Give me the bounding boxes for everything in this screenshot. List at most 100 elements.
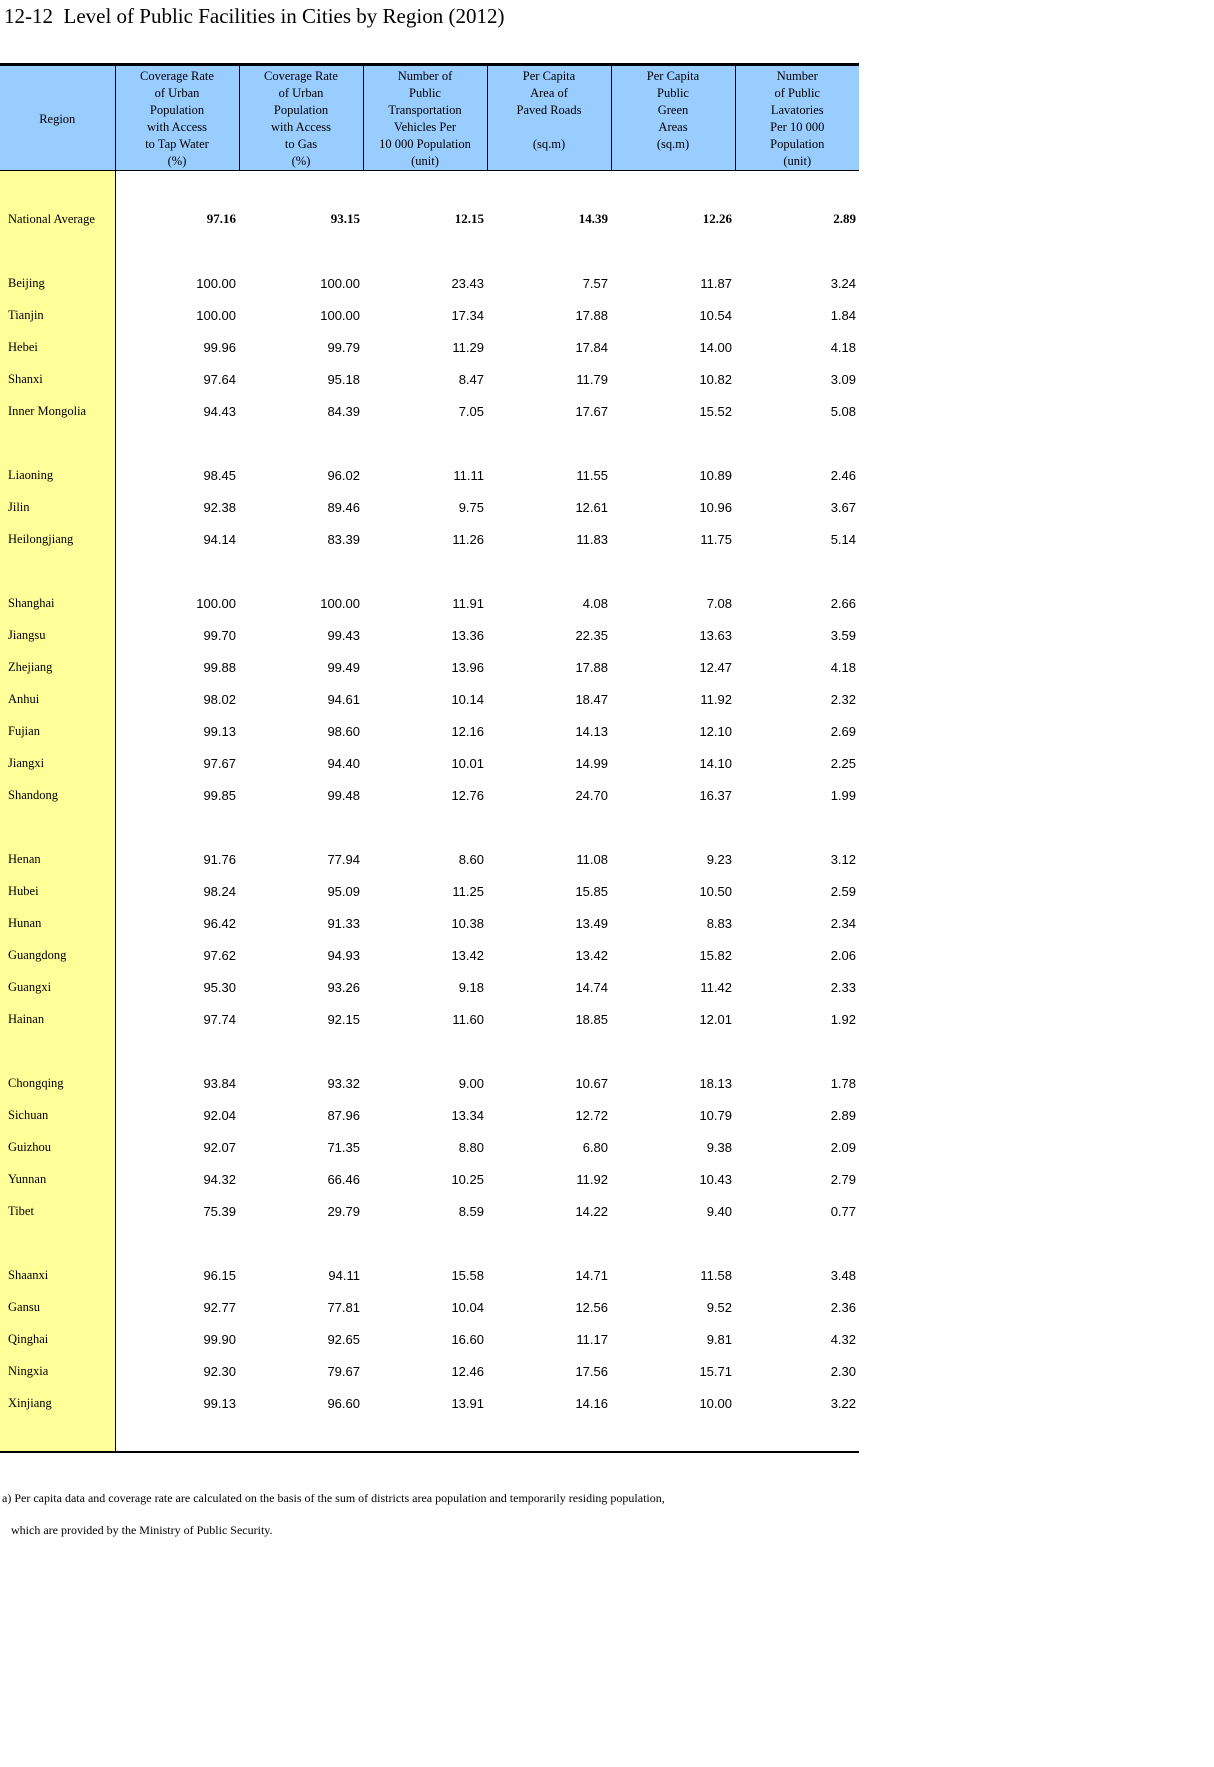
- header-line: Per Capita: [522, 69, 576, 83]
- region-cell: Shandong: [0, 779, 116, 811]
- value-cell: 94.40: [327, 755, 360, 771]
- value-cell: 100.00: [320, 595, 360, 611]
- empty-cell: [239, 235, 363, 267]
- value-cell: 13.96: [451, 659, 484, 675]
- value-cell: 2.79: [830, 1171, 856, 1187]
- value-cell: 94.43: [203, 403, 236, 419]
- column-header: Coverage Rate of Urban Population with Acce…: [114, 63, 239, 171]
- empty-cell: [735, 1035, 859, 1067]
- empty-cell: [239, 555, 363, 587]
- empty-cell: [611, 427, 735, 459]
- value-cell: 10.38: [451, 915, 484, 931]
- header-line: to Gas: [284, 137, 318, 151]
- table-row: Guangdong 97.62 94.93 13.42 13.42 15.82 2.06: [0, 939, 859, 971]
- value-cell: 10.67: [575, 1075, 608, 1091]
- empty-cell: [0, 235, 116, 267]
- value-cell: 6.80: [582, 1139, 608, 1155]
- value-cell: 96.42: [203, 915, 236, 931]
- value-cell: 9.23: [706, 851, 732, 867]
- value-cell: 17.34: [451, 307, 484, 323]
- value-cell: 10.82: [699, 371, 732, 387]
- value-cell: 11.11: [453, 467, 484, 483]
- table-row: Tianjin 100.00 100.00 17.34 17.88 10.54 1.84: [0, 299, 859, 331]
- empty-cell: [239, 1227, 363, 1259]
- empty-cell: [363, 171, 487, 204]
- region-cell: Fujian: [0, 715, 116, 747]
- value-cell: 17.56: [575, 1363, 608, 1379]
- value-cell: 10.43: [699, 1171, 732, 1187]
- value-cell: 2.69: [830, 723, 856, 739]
- value-cell: 2.33: [830, 979, 856, 995]
- value-cell: 97.67: [203, 755, 236, 771]
- value-cell: 24.70: [575, 787, 608, 803]
- spacer-row: [0, 555, 859, 587]
- value-cell: 10.96: [699, 499, 732, 515]
- empty-cell: [487, 427, 611, 459]
- value-cell: 1.92: [830, 1011, 856, 1027]
- value-cell: 2.25: [830, 755, 856, 771]
- table-row: Beijing 100.00 100.00 23.43 7.57 11.87 3.24: [0, 267, 859, 299]
- header-line: Coverage Rate: [140, 69, 214, 83]
- region-cell: Inner Mongolia: [0, 395, 116, 427]
- value-cell: 10.01: [451, 755, 484, 771]
- value-cell: 9.18: [458, 979, 484, 995]
- header-line: Public: [409, 86, 441, 100]
- value-cell: 9.40: [706, 1203, 732, 1219]
- header-line: Per 10 000: [770, 120, 825, 134]
- value-cell: 14.16: [575, 1395, 608, 1411]
- region-cell: Hebei: [0, 331, 116, 363]
- empty-cell: [611, 1035, 735, 1067]
- value-cell: 91.33: [327, 915, 360, 931]
- header-line: Transportation: [388, 103, 462, 117]
- empty-cell: [115, 1227, 239, 1259]
- table-row: Qinghai 99.90 92.65 16.60 11.17 9.81 4.32: [0, 1323, 859, 1355]
- empty-cell: [363, 1035, 487, 1067]
- empty-cell: [735, 171, 859, 204]
- value-cell: 29.79: [327, 1203, 360, 1219]
- region-cell: Yunnan: [0, 1163, 116, 1195]
- spacer-row: [0, 1419, 859, 1453]
- region-cell: Guizhou: [0, 1131, 116, 1163]
- header-line: Number of: [397, 69, 453, 83]
- value-cell: 9.52: [706, 1299, 732, 1315]
- empty-cell: [735, 427, 859, 459]
- spacer-row: [0, 170, 859, 204]
- header-line: (unit): [411, 154, 439, 168]
- region-cell: Shanxi: [0, 363, 116, 395]
- value-cell: 11.92: [576, 1171, 608, 1187]
- value-cell: 92.38: [203, 499, 236, 515]
- table-row: Guizhou 92.07 71.35 8.80 6.80 9.38 2.09: [0, 1131, 859, 1163]
- value-cell: 15.52: [699, 403, 732, 419]
- value-cell: 3.09: [830, 371, 856, 387]
- table-row: Hubei 98.24 95.09 11.25 15.85 10.50 2.59: [0, 875, 859, 907]
- value-cell: 94.61: [327, 691, 360, 707]
- value-cell: 17.88: [575, 307, 608, 323]
- value-cell: 10.89: [699, 467, 732, 483]
- empty-cell: [0, 427, 116, 459]
- value-cell: 97.64: [203, 371, 236, 387]
- empty-cell: [487, 235, 611, 267]
- value-cell: 94.14: [203, 531, 236, 547]
- column-header: Per Capita Area of Paved Roads (sq.m): [486, 63, 611, 171]
- value-cell: 2.59: [830, 883, 856, 899]
- empty-cell: [363, 555, 487, 587]
- value-cell: 93.26: [327, 979, 360, 995]
- value-cell: 12.61: [575, 499, 608, 515]
- empty-cell: [363, 1419, 487, 1453]
- value-cell: 9.75: [458, 499, 484, 515]
- value-cell: 17.67: [575, 403, 608, 419]
- value-cell: 14.99: [575, 755, 608, 771]
- value-cell: 5.14: [830, 531, 856, 547]
- table-row: Inner Mongolia 94.43 84.39 7.05 17.67 15.52 5.…: [0, 395, 859, 427]
- value-cell: 9.38: [706, 1139, 732, 1155]
- value-cell: 84.39: [327, 403, 360, 419]
- region-cell: Anhui: [0, 683, 116, 715]
- table-row: Jiangsu 99.70 99.43 13.36 22.35 13.63 3.59: [0, 619, 859, 651]
- table-row: Jiangxi 97.67 94.40 10.01 14.99 14.10 2.25: [0, 747, 859, 779]
- value-cell: 15.71: [699, 1363, 732, 1379]
- value-cell: 14.22: [575, 1203, 608, 1219]
- value-cell: 11.58: [700, 1267, 732, 1283]
- value-cell: 12.46: [451, 1363, 484, 1379]
- empty-cell: [239, 811, 363, 843]
- value-cell: 100.00: [320, 275, 360, 291]
